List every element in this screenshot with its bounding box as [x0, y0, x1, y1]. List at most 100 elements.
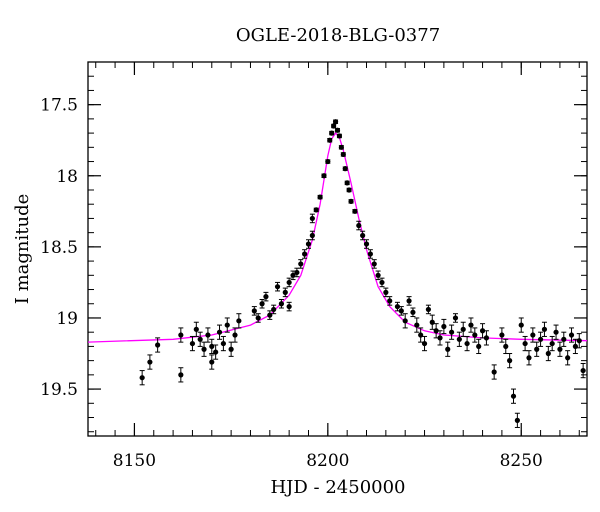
- data-point: [425, 304, 432, 315]
- point-marker: [193, 326, 199, 332]
- point-marker: [313, 207, 319, 213]
- data-point: [298, 259, 304, 269]
- plot-area: [87, 61, 588, 437]
- data-point: [290, 270, 296, 281]
- point-marker: [425, 306, 432, 313]
- data-point: [274, 281, 281, 292]
- data-point: [201, 341, 207, 357]
- point-marker: [298, 261, 304, 267]
- point-marker: [371, 261, 377, 267]
- point-marker: [429, 319, 435, 325]
- point-marker: [356, 222, 362, 229]
- point-marker: [327, 137, 333, 143]
- point-marker: [545, 350, 551, 357]
- point-marker: [338, 144, 344, 150]
- point-marker: [410, 309, 416, 315]
- point-marker: [576, 338, 582, 344]
- point-marker: [286, 303, 292, 310]
- data-point: [363, 239, 370, 249]
- point-marker: [491, 369, 497, 375]
- data-point: [537, 331, 544, 347]
- data-point: [344, 180, 350, 186]
- point-marker: [209, 359, 215, 365]
- data-point: [565, 350, 571, 366]
- point-marker: [472, 332, 478, 338]
- point-marker: [367, 251, 373, 257]
- point-marker: [290, 272, 296, 278]
- data-point: [549, 335, 555, 352]
- point-marker: [236, 318, 242, 324]
- data-point: [483, 330, 490, 346]
- major-ticks: [88, 62, 587, 436]
- y-tick-label: 18: [56, 167, 78, 187]
- point-marker: [348, 198, 354, 204]
- data-point: [371, 259, 377, 269]
- data-point: [456, 331, 462, 347]
- data-point: [468, 317, 474, 333]
- point-marker: [317, 194, 323, 200]
- data-point: [263, 291, 269, 302]
- chart-title: OGLE-2018-BLG-0377: [236, 25, 440, 46]
- y-tick-labels: 17.5 18 18.5 19 19.5: [40, 96, 78, 400]
- point-marker: [213, 349, 219, 355]
- point-marker: [346, 187, 352, 193]
- point-marker: [305, 241, 312, 247]
- y-tick-label: 19.5: [40, 380, 78, 400]
- data-point: [518, 317, 524, 333]
- point-marker: [375, 272, 381, 278]
- point-marker: [286, 279, 292, 286]
- data-point: [332, 119, 339, 125]
- data-point: [205, 327, 211, 343]
- data-point: [309, 230, 315, 241]
- data-point: [286, 301, 292, 312]
- data-point: [441, 318, 447, 335]
- data-point: [541, 321, 548, 337]
- data-point: [580, 362, 586, 379]
- data-point: [356, 220, 362, 231]
- point-marker: [294, 269, 300, 276]
- point-marker: [464, 340, 470, 347]
- point-marker: [445, 346, 451, 352]
- data-point: [317, 194, 323, 200]
- point-marker: [383, 289, 389, 295]
- data-point: [507, 353, 513, 369]
- x-axis-label: HJD - 2450000: [270, 477, 405, 498]
- data-point: [334, 127, 341, 133]
- point-marker: [572, 343, 578, 350]
- point-marker: [178, 372, 184, 378]
- point-marker: [325, 158, 331, 165]
- point-marker: [433, 328, 439, 334]
- data-point: [572, 338, 578, 355]
- data-point: [178, 367, 184, 383]
- point-marker: [189, 340, 196, 347]
- data-point: [267, 310, 273, 320]
- point-marker: [340, 151, 346, 158]
- data-point: [561, 331, 567, 347]
- point-marker: [251, 308, 257, 314]
- data-point: [534, 341, 540, 357]
- point-marker: [259, 301, 265, 307]
- point-marker: [178, 332, 184, 338]
- point-marker: [549, 340, 555, 347]
- data-point: [209, 354, 215, 370]
- point-marker: [507, 358, 513, 364]
- point-marker: [271, 306, 277, 313]
- point-marker: [336, 133, 343, 139]
- data-point: [213, 344, 219, 360]
- data-point: [302, 249, 308, 259]
- data-point: [429, 314, 435, 330]
- point-marker: [147, 359, 153, 365]
- point-marker: [452, 315, 459, 321]
- data-point: [255, 313, 261, 323]
- data-point: [460, 321, 466, 337]
- point-marker: [282, 289, 288, 295]
- point-marker: [332, 119, 339, 125]
- point-marker: [561, 336, 567, 342]
- point-marker: [309, 232, 315, 239]
- point-marker: [263, 294, 269, 300]
- point-marker: [534, 346, 540, 352]
- data-point: [526, 350, 532, 366]
- point-marker: [302, 251, 308, 257]
- point-marker: [514, 417, 520, 423]
